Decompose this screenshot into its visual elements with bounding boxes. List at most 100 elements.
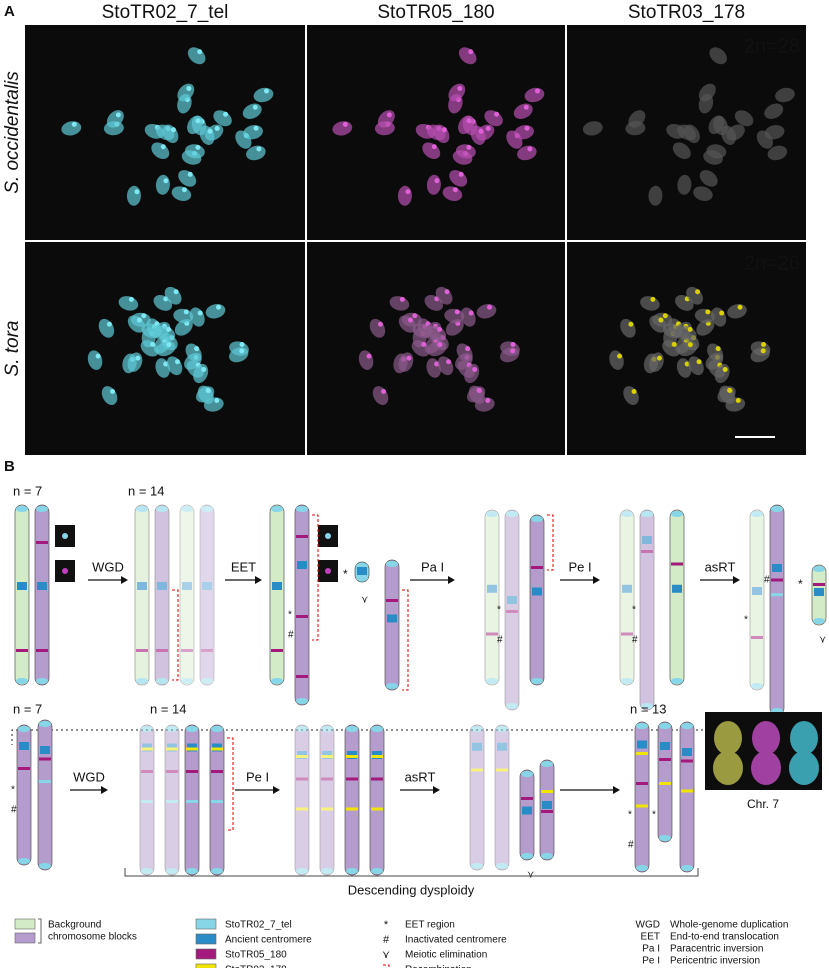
telomere bbox=[186, 868, 198, 874]
telomere bbox=[813, 566, 825, 572]
signal bbox=[671, 341, 677, 347]
chromosome bbox=[529, 514, 545, 686]
chromosome-body bbox=[529, 514, 545, 686]
band bbox=[36, 541, 48, 544]
band bbox=[296, 675, 308, 678]
signal bbox=[115, 112, 121, 118]
chromosome-spot bbox=[709, 47, 727, 65]
centromere bbox=[202, 582, 212, 590]
signal bbox=[452, 187, 458, 193]
signal bbox=[216, 304, 222, 310]
legend-label: Inactivated centromere bbox=[405, 935, 507, 946]
chr7-image bbox=[713, 751, 743, 785]
species-label: S. occidentalis bbox=[2, 71, 23, 194]
band bbox=[36, 649, 48, 652]
telomere bbox=[371, 726, 383, 732]
chromosome-body bbox=[199, 504, 215, 686]
chromosome bbox=[657, 721, 673, 843]
telomere bbox=[346, 868, 358, 874]
signal bbox=[205, 387, 211, 393]
chromosome bbox=[139, 724, 155, 876]
signal bbox=[472, 366, 478, 372]
signal bbox=[263, 88, 269, 94]
legend-label: Meiotic elimination bbox=[405, 950, 487, 961]
band bbox=[371, 755, 383, 758]
chromosome-body bbox=[749, 509, 765, 691]
symbol: * bbox=[343, 567, 348, 581]
signal bbox=[735, 397, 741, 403]
chromosome bbox=[34, 504, 50, 686]
signal bbox=[412, 313, 418, 319]
chromosome-body bbox=[669, 509, 685, 686]
symbol: # bbox=[628, 840, 634, 851]
signal bbox=[494, 111, 500, 117]
chromosome-number: 2n=26 bbox=[744, 252, 800, 274]
chromosome bbox=[14, 504, 30, 686]
symbol: # bbox=[764, 575, 770, 586]
telomere bbox=[181, 678, 193, 684]
signal bbox=[527, 146, 533, 152]
band bbox=[506, 610, 518, 613]
recombination bbox=[312, 514, 319, 641]
chromosome-number: 2n=28 bbox=[744, 35, 800, 57]
centromere bbox=[622, 584, 632, 593]
stage-label: n = 7 bbox=[13, 701, 42, 716]
column-header: StoTR05_180 bbox=[377, 2, 494, 23]
symbol: # bbox=[497, 635, 503, 646]
signal bbox=[173, 289, 179, 295]
column-header: StoTR03_178 bbox=[628, 2, 745, 23]
signal bbox=[485, 397, 491, 403]
signal bbox=[186, 85, 192, 91]
signal bbox=[760, 348, 766, 354]
telomere bbox=[296, 506, 308, 512]
signal bbox=[727, 387, 733, 393]
signal bbox=[366, 353, 372, 359]
signal bbox=[454, 309, 460, 315]
chr7-image bbox=[751, 751, 781, 785]
signal bbox=[377, 321, 383, 327]
telomere bbox=[371, 868, 383, 874]
legend-swatch bbox=[195, 918, 217, 930]
signal bbox=[252, 104, 258, 110]
band bbox=[521, 797, 533, 800]
telomere bbox=[18, 726, 30, 732]
signal bbox=[628, 321, 634, 327]
step-label: WGD bbox=[73, 769, 105, 784]
band bbox=[321, 807, 333, 811]
chromosome bbox=[154, 504, 170, 686]
chromosome-spot bbox=[677, 174, 692, 195]
signal bbox=[136, 317, 142, 323]
legend-symbol: # bbox=[383, 934, 390, 946]
chromosome bbox=[811, 564, 827, 626]
chromosome-body bbox=[519, 769, 535, 861]
telomere bbox=[296, 698, 308, 704]
telomere bbox=[486, 511, 498, 517]
centromere bbox=[507, 596, 517, 604]
bracket-label: Descending dysploidy bbox=[348, 882, 475, 897]
legend-label: Pericentric inversion bbox=[670, 956, 760, 967]
chromosome-body bbox=[154, 504, 170, 686]
chromosome bbox=[369, 724, 385, 876]
signal bbox=[195, 118, 201, 124]
chromosome bbox=[354, 561, 370, 583]
telomere bbox=[321, 868, 333, 874]
signal bbox=[95, 353, 101, 359]
band bbox=[681, 789, 693, 793]
centromere bbox=[637, 740, 647, 749]
band bbox=[541, 790, 553, 793]
band bbox=[166, 800, 178, 803]
telomere bbox=[813, 618, 825, 624]
telomere bbox=[531, 678, 543, 684]
centromere bbox=[19, 742, 29, 750]
band bbox=[296, 535, 308, 538]
signal bbox=[485, 126, 491, 132]
signal bbox=[446, 359, 452, 365]
arrow-head bbox=[733, 576, 740, 584]
chromosome-body bbox=[369, 724, 385, 876]
telomere bbox=[751, 683, 763, 689]
signal bbox=[183, 309, 189, 315]
signal bbox=[253, 125, 259, 131]
band bbox=[321, 777, 333, 781]
legend-swatch bbox=[14, 918, 36, 930]
chromosome-spot bbox=[582, 121, 603, 136]
